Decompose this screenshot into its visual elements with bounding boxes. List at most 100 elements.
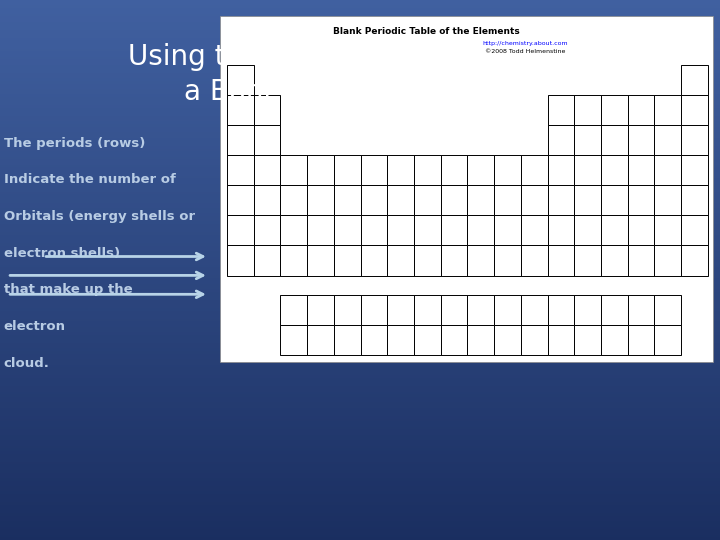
Bar — [280, 155, 307, 185]
Bar — [0, 254, 720, 256]
Bar — [0, 418, 720, 421]
Bar — [0, 375, 720, 378]
Bar — [681, 155, 708, 185]
Bar — [441, 325, 467, 355]
Text: electron shells): electron shells) — [4, 247, 120, 260]
Bar — [0, 475, 720, 478]
Bar — [387, 215, 414, 246]
Bar — [0, 443, 720, 445]
Bar — [0, 400, 720, 402]
Bar — [0, 248, 720, 251]
Bar — [0, 278, 720, 281]
Bar — [0, 49, 720, 51]
Bar — [0, 510, 720, 513]
Bar — [0, 489, 720, 491]
Text: Indicate the number of: Indicate the number of — [4, 173, 176, 186]
Bar — [0, 259, 720, 262]
Bar — [0, 532, 720, 535]
Bar — [441, 215, 467, 246]
Bar — [521, 155, 548, 185]
Bar — [0, 373, 720, 375]
Bar — [0, 73, 720, 76]
Bar — [0, 300, 720, 302]
Bar — [0, 70, 720, 73]
Bar — [0, 478, 720, 481]
Bar — [0, 513, 720, 516]
Bar — [387, 295, 414, 325]
Bar — [0, 108, 720, 111]
Bar — [0, 143, 720, 146]
Bar — [0, 265, 720, 267]
Bar — [0, 381, 720, 383]
Bar — [548, 325, 575, 355]
Bar — [0, 535, 720, 537]
Bar — [0, 432, 720, 435]
Bar — [521, 215, 548, 246]
Bar — [0, 464, 720, 467]
Bar — [0, 154, 720, 157]
Bar — [494, 185, 521, 215]
Bar — [361, 185, 387, 215]
Bar — [0, 302, 720, 305]
Bar — [220, 16, 713, 362]
Bar — [0, 338, 720, 340]
Bar — [0, 238, 720, 240]
Bar — [0, 194, 720, 197]
Bar — [575, 185, 601, 215]
Bar — [0, 94, 720, 97]
Bar — [0, 213, 720, 216]
Bar — [0, 192, 720, 194]
Bar — [0, 122, 720, 124]
Bar — [0, 197, 720, 200]
Bar — [575, 94, 601, 125]
Bar — [307, 215, 334, 246]
Bar — [681, 65, 708, 94]
Bar — [0, 297, 720, 300]
Bar — [0, 124, 720, 127]
Bar — [0, 273, 720, 275]
Bar — [227, 155, 253, 185]
Bar — [0, 224, 720, 227]
Bar — [0, 189, 720, 192]
Bar — [0, 275, 720, 278]
Bar — [494, 246, 521, 275]
Bar — [0, 281, 720, 284]
Bar — [253, 185, 280, 215]
Bar — [654, 155, 681, 185]
Bar — [0, 148, 720, 151]
Bar — [0, 483, 720, 486]
Bar — [0, 130, 720, 132]
Bar — [601, 215, 628, 246]
Bar — [0, 178, 720, 181]
Bar — [0, 521, 720, 524]
Bar — [0, 240, 720, 243]
Bar — [0, 394, 720, 397]
Bar — [494, 325, 521, 355]
Text: ©2008 Todd Helmenstine: ©2008 Todd Helmenstine — [485, 49, 566, 55]
Bar — [307, 185, 334, 215]
Bar — [0, 289, 720, 292]
Bar — [0, 437, 720, 440]
Bar — [0, 89, 720, 92]
Bar — [387, 246, 414, 275]
Bar — [0, 367, 720, 370]
Bar — [0, 3, 720, 5]
Bar — [494, 295, 521, 325]
Bar — [548, 185, 575, 215]
Bar — [548, 246, 575, 275]
Bar — [0, 502, 720, 505]
Bar — [681, 185, 708, 215]
Bar — [387, 155, 414, 185]
Bar — [307, 155, 334, 185]
Bar — [0, 127, 720, 130]
Bar — [0, 316, 720, 319]
Bar — [467, 215, 494, 246]
Bar — [0, 256, 720, 259]
Bar — [0, 151, 720, 154]
Bar — [227, 94, 253, 125]
Bar — [280, 215, 307, 246]
Bar — [654, 246, 681, 275]
Text: electron: electron — [4, 320, 66, 333]
Bar — [0, 57, 720, 59]
Bar — [334, 295, 361, 325]
